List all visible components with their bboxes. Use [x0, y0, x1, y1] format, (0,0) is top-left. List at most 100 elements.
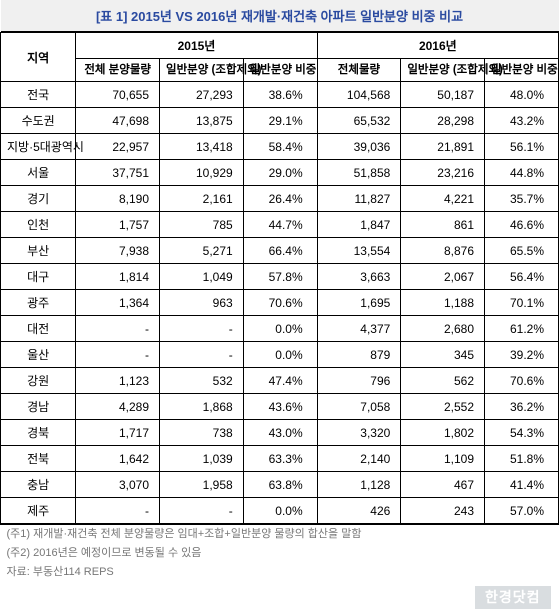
cell-region: 광주: [1, 290, 76, 316]
cell-pct-2016: 57.0%: [485, 498, 559, 525]
cell-region: 경남: [1, 394, 76, 420]
cell-total-2015: 1,814: [76, 264, 160, 290]
header-group-2015: 2015년: [76, 33, 317, 59]
cell-pct-2015: 63.8%: [243, 472, 317, 498]
footnote-2: (주2) 2016년은 예정이므로 변동될 수 있음: [1, 544, 559, 563]
data-table: [표 1] 2015년 VS 2016년 재개발·재건축 아파트 일반분양 비중…: [0, 0, 559, 615]
cell-general-2015: 1,049: [160, 264, 244, 290]
cell-pct-2016: 36.2%: [485, 394, 559, 420]
cell-total-2015: 7,938: [76, 238, 160, 264]
table-row: 경북1,71773843.0%3,3201,80254.3%: [1, 420, 559, 446]
cell-total-2015: 1,364: [76, 290, 160, 316]
watermark: 한경닷컴: [475, 586, 551, 609]
cell-pct-2015: 0.0%: [243, 498, 317, 525]
cell-pct-2016: 35.7%: [485, 186, 559, 212]
cell-total-2016: 51,858: [317, 160, 401, 186]
cell-region: 대구: [1, 264, 76, 290]
cell-total-2015: 4,289: [76, 394, 160, 420]
cell-general-2016: 345: [401, 342, 485, 368]
cell-general-2016: 861: [401, 212, 485, 238]
cell-pct-2015: 47.4%: [243, 368, 317, 394]
cell-total-2016: 1,128: [317, 472, 401, 498]
cell-general-2016: 1,188: [401, 290, 485, 316]
table-row: 충남3,0701,95863.8%1,12846741.4%: [1, 472, 559, 498]
cell-total-2016: 13,554: [317, 238, 401, 264]
cell-general-2015: 2,161: [160, 186, 244, 212]
cell-pct-2015: 38.6%: [243, 82, 317, 108]
cell-general-2016: 8,876: [401, 238, 485, 264]
cell-region: 경북: [1, 420, 76, 446]
cell-pct-2016: 54.3%: [485, 420, 559, 446]
cell-total-2016: 104,568: [317, 82, 401, 108]
table-row: 전북1,6421,03963.3%2,1401,10951.8%: [1, 446, 559, 472]
cell-total-2015: -: [76, 342, 160, 368]
cell-total-2016: 65,532: [317, 108, 401, 134]
table-title: [표 1] 2015년 VS 2016년 재개발·재건축 아파트 일반분양 비중…: [1, 0, 559, 32]
cell-pct-2016: 56.4%: [485, 264, 559, 290]
cell-region: 전북: [1, 446, 76, 472]
cell-total-2015: 1,123: [76, 368, 160, 394]
cell-total-2016: 426: [317, 498, 401, 525]
cell-general-2015: 5,271: [160, 238, 244, 264]
table-row: 서울37,75110,92929.0%51,85823,21644.8%: [1, 160, 559, 186]
cell-general-2015: -: [160, 342, 244, 368]
cell-general-2015: -: [160, 498, 244, 525]
table-row: 대전--0.0%4,3772,68061.2%: [1, 316, 559, 342]
cell-pct-2016: 46.6%: [485, 212, 559, 238]
header-region: 지역: [1, 33, 76, 82]
cell-general-2016: 23,216: [401, 160, 485, 186]
cell-region: 서울: [1, 160, 76, 186]
cell-pct-2016: 70.6%: [485, 368, 559, 394]
cell-total-2016: 1,847: [317, 212, 401, 238]
cell-general-2015: 785: [160, 212, 244, 238]
cell-general-2016: 562: [401, 368, 485, 394]
table-row: 울산--0.0%87934539.2%: [1, 342, 559, 368]
cell-general-2016: 2,680: [401, 316, 485, 342]
cell-total-2016: 879: [317, 342, 401, 368]
cell-total-2016: 3,320: [317, 420, 401, 446]
table-row: 지방·5대광역시22,95713,41858.4%39,03621,89156.…: [1, 134, 559, 160]
cell-total-2016: 39,036: [317, 134, 401, 160]
table-row: 전국70,65527,29338.6%104,56850,18748.0%: [1, 82, 559, 108]
cell-pct-2015: 63.3%: [243, 446, 317, 472]
cell-region: 강원: [1, 368, 76, 394]
cell-general-2015: 10,929: [160, 160, 244, 186]
cell-pct-2016: 61.2%: [485, 316, 559, 342]
cell-pct-2015: 58.4%: [243, 134, 317, 160]
cell-pct-2015: 26.4%: [243, 186, 317, 212]
cell-general-2016: 2,067: [401, 264, 485, 290]
cell-general-2016: 2,552: [401, 394, 485, 420]
cell-pct-2015: 29.0%: [243, 160, 317, 186]
cell-general-2016: 28,298: [401, 108, 485, 134]
cell-pct-2016: 70.1%: [485, 290, 559, 316]
table-row: 경남4,2891,86843.6%7,0582,55236.2%: [1, 394, 559, 420]
header-total-2015: 전체 분양물량: [76, 59, 160, 82]
cell-total-2015: 8,190: [76, 186, 160, 212]
cell-general-2015: 963: [160, 290, 244, 316]
cell-total-2016: 4,377: [317, 316, 401, 342]
cell-general-2015: -: [160, 316, 244, 342]
cell-total-2015: 37,751: [76, 160, 160, 186]
cell-general-2015: 13,418: [160, 134, 244, 160]
cell-general-2015: 27,293: [160, 82, 244, 108]
cell-region: 전국: [1, 82, 76, 108]
cell-general-2015: 1,039: [160, 446, 244, 472]
cell-pct-2016: 41.4%: [485, 472, 559, 498]
cell-general-2016: 4,221: [401, 186, 485, 212]
cell-total-2015: 1,642: [76, 446, 160, 472]
cell-pct-2015: 66.4%: [243, 238, 317, 264]
cell-total-2015: -: [76, 316, 160, 342]
cell-pct-2015: 0.0%: [243, 316, 317, 342]
cell-region: 울산: [1, 342, 76, 368]
cell-total-2016: 7,058: [317, 394, 401, 420]
cell-general-2016: 1,109: [401, 446, 485, 472]
cell-general-2016: 467: [401, 472, 485, 498]
source-line: 자료: 부동산114 REPS: [1, 563, 559, 582]
cell-general-2016: 243: [401, 498, 485, 525]
cell-general-2015: 532: [160, 368, 244, 394]
header-pct-2015: 일반분양 비중: [243, 59, 317, 82]
cell-pct-2015: 43.0%: [243, 420, 317, 446]
cell-total-2015: 3,070: [76, 472, 160, 498]
cell-pct-2016: 56.1%: [485, 134, 559, 160]
cell-region: 제주: [1, 498, 76, 525]
